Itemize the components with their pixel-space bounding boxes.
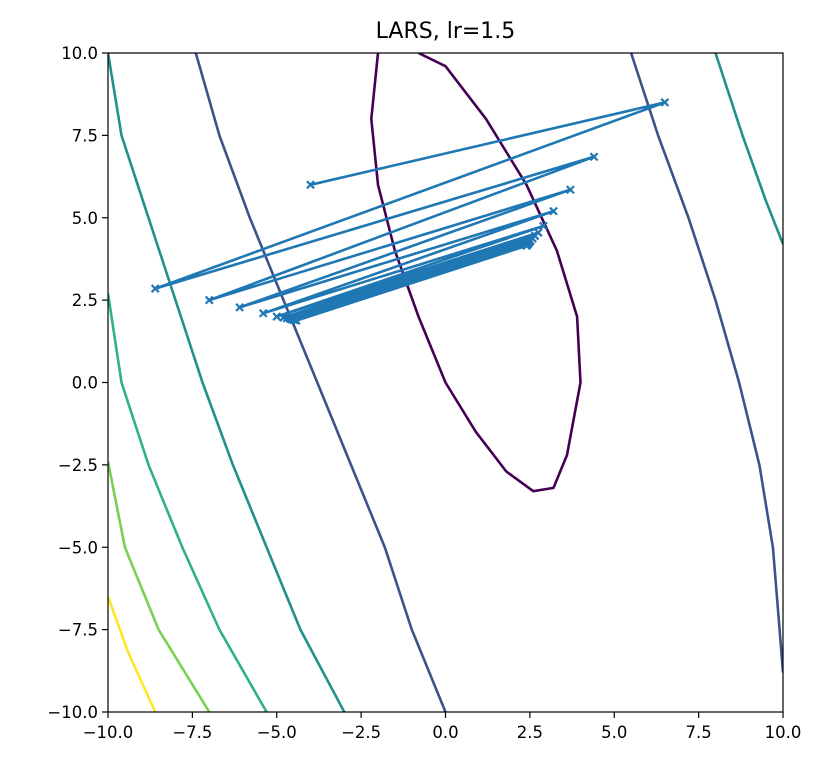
contour-line-7	[108, 596, 157, 712]
x-tick-label-1: −7.5	[172, 723, 212, 742]
trajectory-point-2	[150, 284, 160, 293]
trajectory-line	[154, 101, 667, 322]
x-tick-label-0: −10.0	[83, 723, 134, 742]
trajectory-point-1	[660, 98, 670, 107]
x-tick-label-3: −2.5	[341, 723, 381, 742]
trajectory-point-4	[204, 295, 214, 305]
chart-title: LARS, lr=1.5	[376, 19, 516, 44]
x-tick-label-7: 7.5	[686, 723, 712, 742]
x-tick-label-6: 5.0	[601, 723, 627, 742]
y-axis: −10.0 −7.5 −5.0 −2.5 0.0 2.5 5.0 7.5 10.0	[47, 44, 108, 722]
y-tick-label-4: 0.0	[72, 374, 98, 393]
x-tick-label-2: −5.0	[257, 723, 297, 742]
contour-line-6	[108, 461, 211, 712]
y-tick-label-6: 5.0	[72, 209, 98, 228]
x-tick-label-4: 0.0	[432, 723, 458, 742]
y-tick-label-5: 2.5	[72, 291, 98, 310]
y-tick-label-7: 7.5	[72, 126, 98, 145]
contour-line-4	[714, 53, 783, 245]
trajectory-point-24	[291, 316, 301, 325]
x-tick-label-8: 10.0	[765, 723, 802, 742]
trajectory-point-6	[235, 302, 245, 312]
y-tick-label-3: −2.5	[58, 456, 98, 475]
x-tick-label-5: 2.5	[517, 723, 543, 742]
contour-line-3	[108, 53, 346, 712]
trajectory-point-25	[522, 241, 531, 251]
contour-lines	[108, 53, 783, 712]
trajectory-point-10	[272, 312, 282, 321]
trajectory-point-8	[258, 308, 268, 318]
optimizer-path	[150, 98, 670, 325]
contour-line-0	[370, 53, 582, 493]
trajectory-point-7	[549, 206, 558, 216]
contour-line-2	[629, 53, 783, 673]
y-tick-label-0: −10.0	[47, 703, 98, 722]
x-axis: −10.0 −7.5 −5.0 −2.5 0.0 2.5 5.0 7.5 10.0	[83, 712, 802, 742]
contour-line-5	[108, 293, 268, 712]
y-tick-label-8: 10.0	[61, 44, 98, 63]
y-tick-label-1: −7.5	[58, 621, 98, 640]
y-tick-label-2: −5.0	[58, 538, 98, 557]
contour-line-1	[194, 53, 447, 712]
trajectory-point-0	[306, 180, 315, 190]
trajectory-point-5	[565, 185, 575, 195]
trajectory-point-3	[589, 152, 599, 162]
